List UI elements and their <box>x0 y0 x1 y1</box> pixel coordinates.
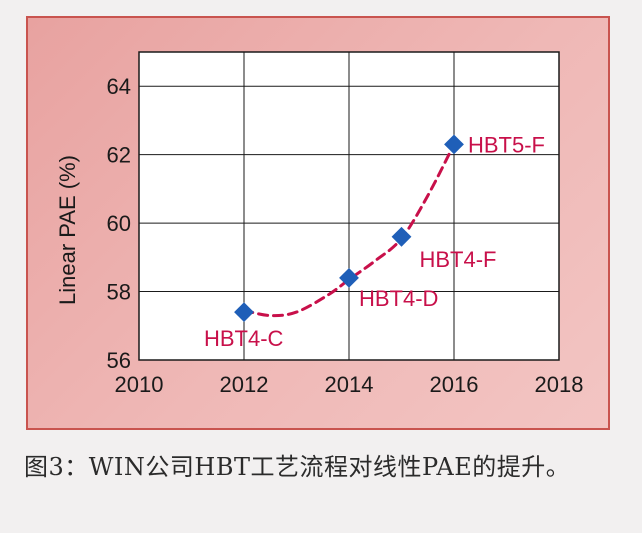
x-tick-label-2014: 2014 <box>325 372 374 397</box>
data-label-hbt4-d: HBT4-D <box>359 286 438 311</box>
data-point-hbt4-f <box>391 226 412 247</box>
plot-frame <box>138 51 560 361</box>
data-label-hbt4-f: HBT4-F <box>420 247 497 272</box>
data-label-hbt4-c: HBT4-C <box>204 326 284 351</box>
data-point-hbt4-c <box>234 302 254 322</box>
data-point-hbt5-f <box>444 134 464 155</box>
y-axis-label: Linear PAE (%) <box>55 155 80 305</box>
y-tick-label-58: 58 <box>107 280 131 305</box>
x-tick-label-2016: 2016 <box>430 372 479 397</box>
y-tick-label-60: 60 <box>107 211 131 236</box>
y-tick-label-56: 56 <box>107 348 131 373</box>
x-tick-label-2018: 2018 <box>535 372 584 397</box>
figure-caption: 图3：WIN公司HBT工艺流程对线性PAE的提升。 <box>24 453 571 481</box>
pae-chart: 56 58 60 62 64 2010 2012 2014 2016 2018 HBT4-C HBT4… <box>55 51 584 397</box>
figure-panel: 56 58 60 62 64 2010 2012 2014 2016 2018 HBT4-C HBT4… <box>26 16 610 430</box>
data-label-hbt5-f: HBT5-F <box>468 132 545 157</box>
x-tick-label-2012: 2012 <box>220 372 269 397</box>
data-point-hbt4-d <box>339 267 359 288</box>
x-tick-label-2010: 2010 <box>115 372 164 397</box>
y-tick-label-62: 62 <box>107 143 131 168</box>
y-tick-label-64: 64 <box>107 74 131 99</box>
